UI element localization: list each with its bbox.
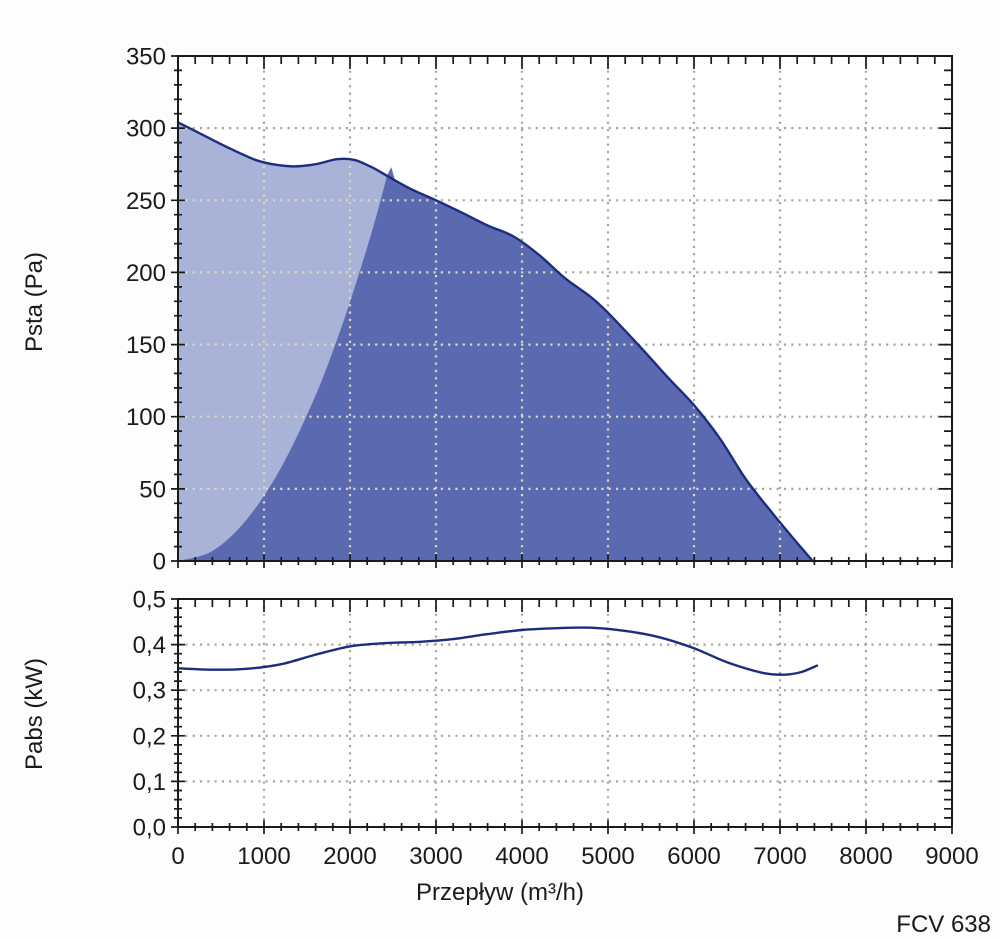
y-tick-label: 150 (126, 332, 166, 359)
x-tick-label: 7000 (753, 843, 806, 870)
x-tick-label: 2000 (323, 843, 376, 870)
x-tick-label: 0 (171, 843, 184, 870)
model-label: FCV 638 (896, 911, 991, 938)
x-tick-label: 1000 (237, 843, 290, 870)
fan-pressure-curve (176, 121, 814, 563)
y-tick-label: 0,3 (133, 678, 166, 705)
y-tick-label: 0,2 (133, 723, 166, 750)
y-tick-label: 0,0 (133, 815, 166, 842)
x-tick-label: 4000 (495, 843, 548, 870)
y-tick-label: 100 (126, 404, 166, 431)
region-operating (178, 167, 813, 561)
y-tick-label: 350 (126, 44, 166, 71)
x-tick-label: 5000 (581, 843, 634, 870)
x-tick-label: 6000 (667, 843, 720, 870)
plot-frame-0 (177, 55, 953, 562)
psta-axis-title: Psta (Pa) (21, 251, 48, 353)
plot-frame-1 (177, 598, 953, 828)
y-tick-label: 300 (126, 116, 166, 143)
axis-ticks-1 (171, 598, 953, 834)
x-tick-label: 9000 (925, 843, 978, 870)
flow-axis-title: Przepływ (m³/h) (415, 879, 585, 906)
x-tick-label: 3000 (409, 843, 462, 870)
axis-ticks-0 (171, 55, 953, 568)
y-tick-label: 0,1 (133, 769, 166, 796)
y-tick-label: 250 (126, 188, 166, 215)
power-curve (176, 626, 819, 676)
plot-background-1 (178, 599, 952, 827)
pabs-axis-title: Pabs (kW) (21, 657, 48, 771)
x-tick-label: 8000 (839, 843, 892, 870)
y-tick-label: 0,5 (133, 587, 166, 614)
gridlines-1 (178, 599, 952, 827)
y-tick-label: 0 (153, 549, 166, 576)
region-low-flow (178, 122, 387, 562)
y-tick-label: 0,4 (133, 632, 166, 659)
y-tick-label: 50 (139, 476, 166, 503)
y-tick-label: 200 (126, 260, 166, 287)
